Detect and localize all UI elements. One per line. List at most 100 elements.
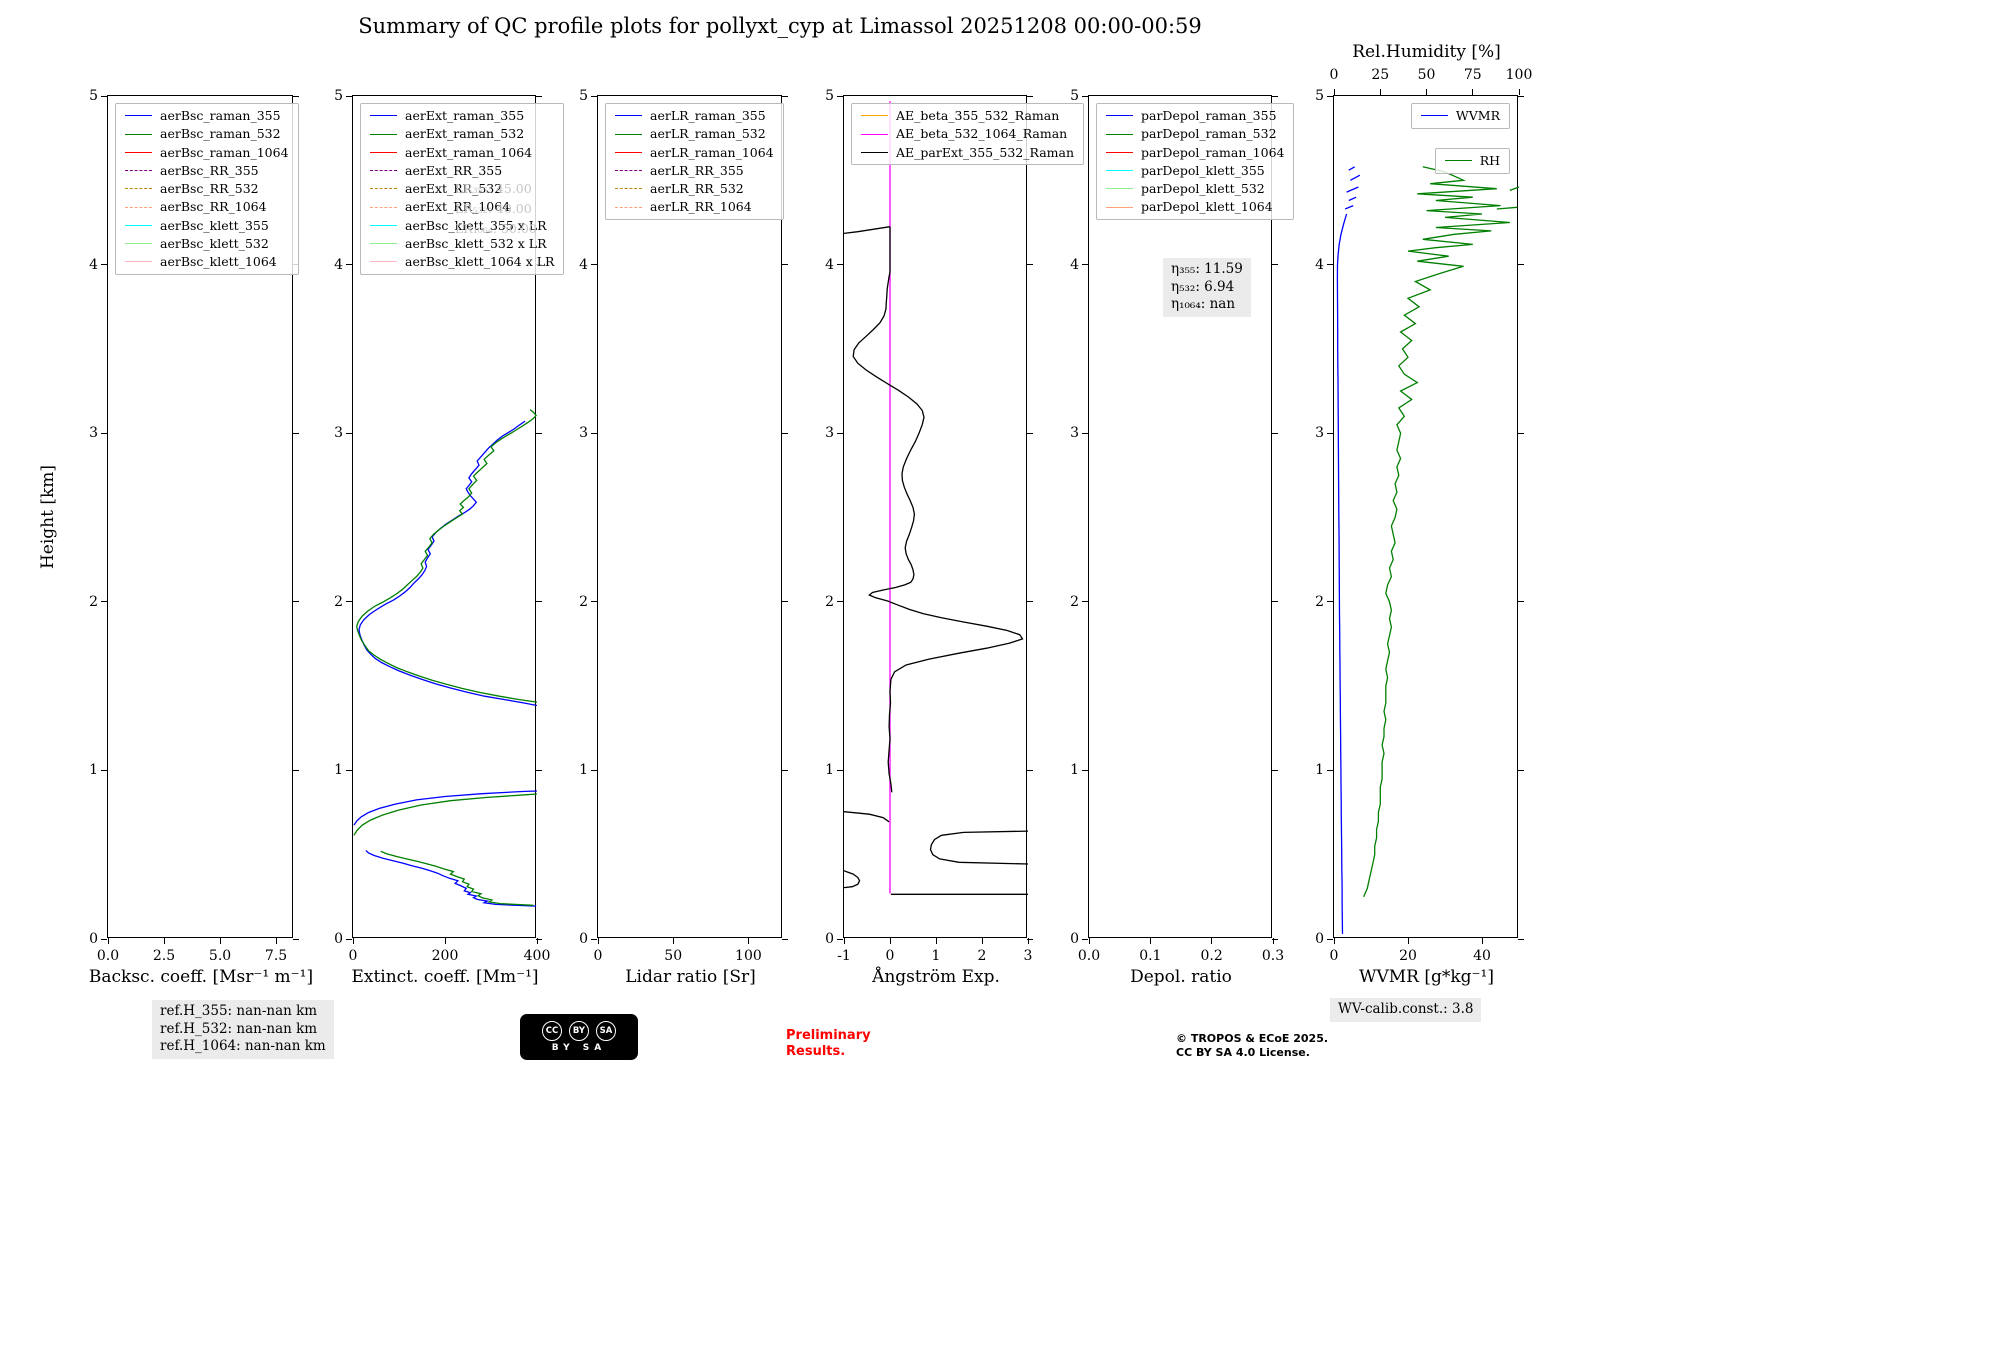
plot-area [353,409,537,907]
axis-tick [346,95,352,97]
legend-row: parDepol_klett_1064 [1106,200,1284,214]
legend-extinction: aerExt_raman_355 aerExt_raman_532 aerExt_r… [360,103,565,275]
axis-tick [1027,938,1029,944]
series-AE_parExt_355_532_Raman [844,226,891,235]
legend-row: aerExt_RR_1064 [370,200,554,214]
legend-label: aerBsc_RR_355 [160,162,259,178]
x-tick-label: 0.0 [96,948,120,964]
x-tick-label: 400 [523,948,551,964]
legend-line-sample [370,243,397,245]
legend-row: parDepol_klett_355 [1106,163,1284,178]
legend-line-sample [615,133,642,135]
legend-line-sample [615,188,642,190]
axis-tick [1149,938,1151,944]
axis-tick [1518,769,1524,771]
legend-label: aerBsc_raman_532 [160,126,281,142]
legend-label: parDepol_klett_1064 [1141,199,1273,215]
y-tick-label: 2 [1070,593,1079,610]
axis-tick [536,938,538,944]
series-aerExt_raman_355 [358,420,537,707]
legend-row: aerBsc_RR_355 [125,162,289,178]
by-icon: BY [569,1021,589,1041]
series-aerExt_raman_532 [353,793,537,836]
y-tick-label: 5 [1315,88,1324,104]
legend-row: aerBsc_RR_532 [125,182,289,196]
legend-label: RH [1479,153,1500,168]
axis-tick [1082,432,1088,434]
legend-line-sample [861,133,888,135]
legend-line-sample [125,188,152,190]
axis-tick [837,769,843,771]
legend-label: aerLR_RR_532 [650,181,744,196]
axis-tick [346,264,352,266]
axis-tick [782,432,788,434]
legend-angstroem: AE_beta_355_532_Raman AE_beta_532_1064_Ra… [851,103,1085,166]
y-tick-label: 3 [89,425,98,442]
x-tick-label: 0.0 [1077,948,1101,964]
legend-line-sample [125,243,152,245]
legend-row: aerBsc_raman_1064 [125,145,289,160]
axis-tick [837,264,843,266]
legend-label: aerBsc_klett_1064 x LR [405,254,555,269]
axis-tick [591,601,597,603]
x-tick-label: 3 [1023,948,1033,964]
legend-line-sample [370,188,397,190]
series-AE_parExt_355_532_Raman [929,830,1028,865]
axis-tick [837,938,843,940]
axis-tick [1333,89,1335,95]
copyright-note: © TROPOS & ECoE 2025. CC BY SA 4.0 Licen… [1176,1032,1329,1060]
figure-title: Summary of QC profile plots for pollyxt_… [358,14,1202,38]
axis-tick [1082,601,1088,603]
cc-icon: CC [542,1021,562,1041]
axis-tick [1272,601,1278,603]
ref-heights-annotation: ref.H_355: nan-nan km ref.H_532: nan-nan… [152,1000,334,1059]
axis-tick [101,601,107,603]
legend-line-sample [370,151,397,153]
y-tick-label: 2 [334,593,343,610]
legend-label: parDepol_klett_532 [1141,181,1265,196]
y-tick-label: 3 [1070,425,1079,442]
axis-tick [1481,938,1483,944]
axis-tick [163,938,165,944]
legend-line-sample [125,261,152,263]
panel-backscatter: 0 1 2 3 4 5 0.0 2.5 5.0 7.5 Backsc. coeff. [Msr⁻¹ … [89,89,313,987]
legend-lidar-ratio: aerLR_raman_355 aerLR_raman_532 aerLR_rama… [605,103,784,220]
axis-tick [101,264,107,266]
legend-label: aerExt_RR_355 [405,162,503,178]
legend-row: aerExt_raman_355 [370,109,554,123]
axis-tick [293,938,299,940]
cc-by-sa-badge: CC BY SA BY SA [520,1014,638,1060]
series-aerExt_raman_532 [380,850,534,906]
axis-tick [275,938,277,944]
x-tick-label: 0.2 [1200,948,1223,964]
legend-row: aerBsc_klett_532 x LR [370,236,554,251]
y-tick-label: 5 [579,88,588,104]
legend-row: AE_parExt_355_532_Raman [861,145,1074,160]
series-WVMR [1349,174,1361,181]
series-WVMR [1344,205,1354,210]
axis-tick [293,95,299,97]
legend-row: parDepol_raman_355 [1106,109,1284,123]
axis-tick [1518,432,1524,434]
axis-tick [536,938,542,940]
axis-tick [536,769,542,771]
legend-row: aerBsc_raman_532 [125,127,289,141]
legend-row: aerExt_RR_532 [370,182,554,196]
axis-tick [591,938,597,940]
legend-label: aerBsc_klett_532 [160,235,269,251]
x-tick-label: 0 [885,948,895,964]
legend-label: aerExt_RR_1064 [405,199,511,215]
axis-tick [1407,938,1409,944]
axis-tick [837,95,843,97]
axis-tick [782,95,788,97]
x-tick-label: 0 [1329,948,1339,964]
legend-line-sample [1106,151,1133,153]
axis-tick [536,601,542,603]
x-tick-label: -1 [837,948,851,964]
y-tick-label: 0 [579,931,588,947]
legend-wvmr-rh: WVMR [1410,103,1510,129]
x-tick-label: 7.5 [264,948,288,964]
x-tick-label: 0.3 [1261,948,1285,964]
axis-tick [1082,769,1088,771]
